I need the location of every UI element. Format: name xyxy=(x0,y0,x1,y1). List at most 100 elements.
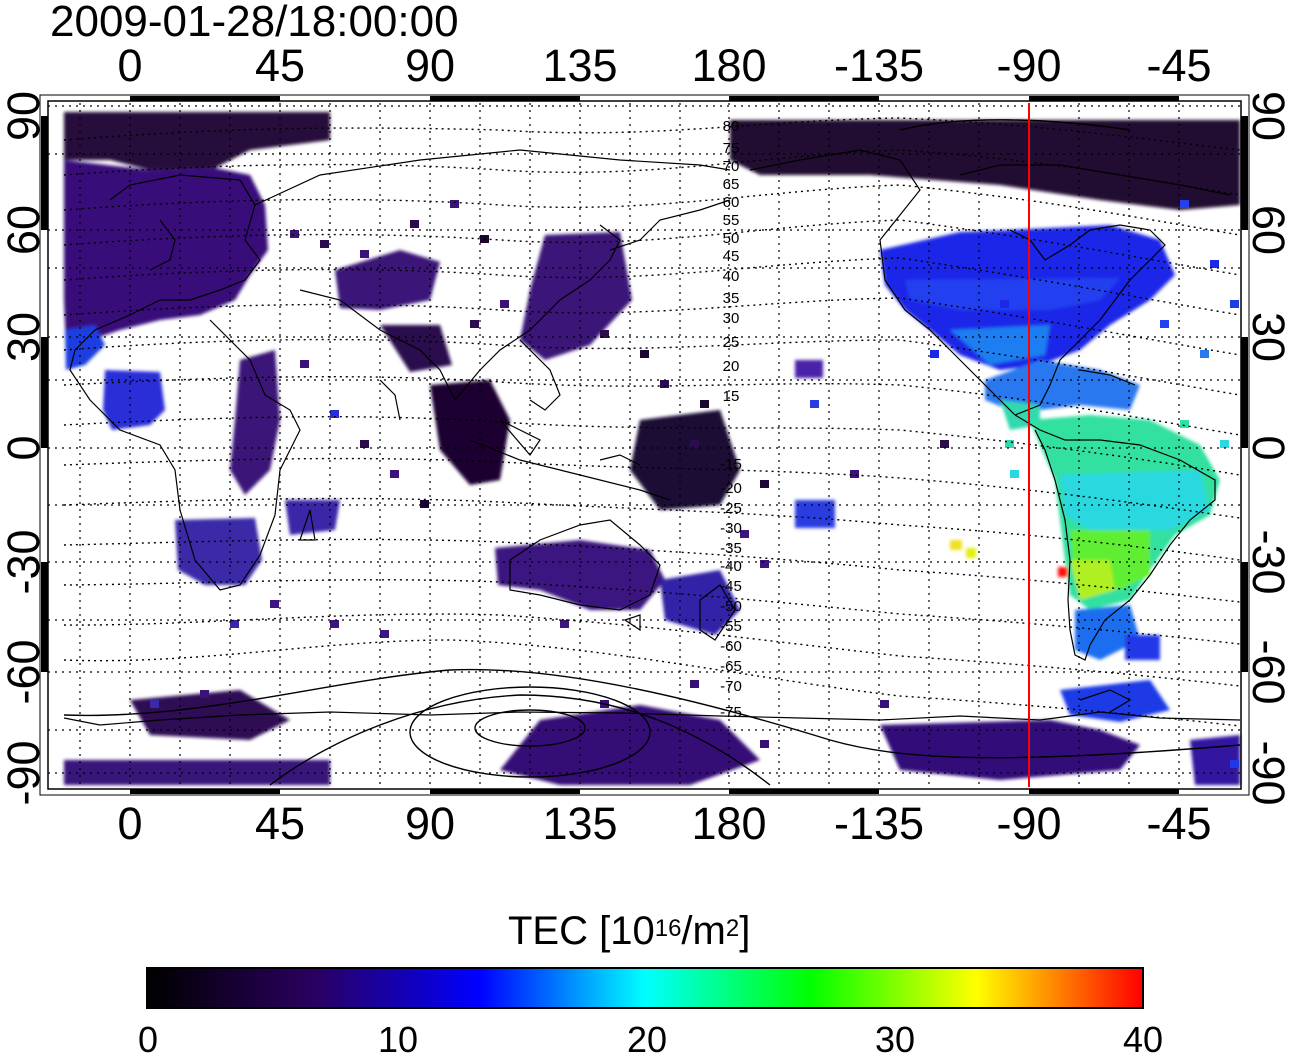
tec-point xyxy=(360,250,369,258)
tec-point xyxy=(660,380,669,388)
tec-point xyxy=(1180,420,1189,428)
contour-label: 60 xyxy=(723,194,740,211)
tec-point xyxy=(450,200,459,208)
tec-point xyxy=(290,230,299,238)
contour-label: -70 xyxy=(720,678,742,695)
lon-tick-bottom: 90 xyxy=(404,798,456,849)
contour-label: 45 xyxy=(723,248,740,265)
tec-point xyxy=(1230,300,1239,308)
tec-point xyxy=(760,480,769,488)
tec-point xyxy=(230,620,239,628)
tec-point xyxy=(1000,300,1009,308)
tec-point xyxy=(1200,350,1209,358)
tec-point xyxy=(700,400,709,408)
tec-point xyxy=(1220,440,1229,448)
contour-label: 75 xyxy=(723,140,740,157)
contour-label: 35 xyxy=(723,290,740,307)
lon-tick-top: -135 xyxy=(833,40,925,91)
colorbar-tick: 20 xyxy=(626,1019,668,1060)
contour-label: -35 xyxy=(720,540,742,557)
tec-point xyxy=(880,700,889,708)
auroral-contours xyxy=(63,119,1241,786)
contour-label: 55 xyxy=(723,212,740,229)
contour-label: 15 xyxy=(723,388,740,405)
tec-point xyxy=(760,560,769,568)
lon-tick-top: 0 xyxy=(117,40,143,91)
tec-point xyxy=(360,440,369,448)
contour-label: -40 xyxy=(720,558,742,575)
tec-point xyxy=(420,500,429,508)
tec-point xyxy=(690,440,699,448)
tec-point xyxy=(560,620,569,628)
contour-label: -55 xyxy=(720,618,742,635)
tec-point xyxy=(690,680,699,688)
tec-point xyxy=(640,350,649,358)
lon-tick-top: -90 xyxy=(996,40,1062,91)
colorbar-title: TEC [1016/m2] xyxy=(508,909,751,953)
tec-point xyxy=(320,240,329,248)
lon-tick-top: 90 xyxy=(404,40,456,91)
lon-tick-top: 45 xyxy=(254,40,306,91)
lon-tick-bottom: 45 xyxy=(254,798,306,849)
contour-label: 50 xyxy=(723,230,740,247)
contour-label: -45 xyxy=(720,578,742,595)
tec-point xyxy=(500,300,509,308)
colorbar-tick: 0 xyxy=(137,1019,159,1060)
tec-point xyxy=(810,400,819,408)
lon-tick-bottom: 135 xyxy=(542,798,618,849)
tec-point xyxy=(740,530,749,538)
colorbar-tick: 10 xyxy=(377,1019,419,1060)
tec-point xyxy=(1230,760,1239,768)
tec-point xyxy=(380,630,389,638)
tec-point xyxy=(270,600,279,608)
tec-point xyxy=(470,320,479,328)
colorbar-tick: 40 xyxy=(1122,1019,1164,1060)
lon-tick-top: 135 xyxy=(542,40,618,91)
tec-point xyxy=(940,440,949,448)
tec-point xyxy=(1010,470,1019,478)
tec-point xyxy=(200,690,209,698)
tec-point xyxy=(1140,690,1149,698)
lon-tick-bottom: 0 xyxy=(117,798,143,849)
tec-point xyxy=(330,410,339,418)
tec-point xyxy=(930,350,939,358)
lon-tick-top: -45 xyxy=(1146,40,1212,91)
magnetic-latitude-contours xyxy=(63,117,1241,727)
tec-point xyxy=(1180,200,1189,208)
tec-point xyxy=(390,470,399,478)
contour-label: 20 xyxy=(723,358,740,375)
coastlines xyxy=(63,149,1241,726)
contour-label: -50 xyxy=(720,598,742,615)
tec-scatter-points xyxy=(150,200,1239,768)
map-timestamp: 2009-01-28/18:00:00 xyxy=(50,0,459,46)
lon-tick-top: 180 xyxy=(691,40,767,91)
contour-label: -20 xyxy=(720,480,742,497)
contour-label: 65 xyxy=(723,176,740,193)
tec-point xyxy=(850,470,859,478)
tec-point xyxy=(1210,260,1219,268)
tec-point xyxy=(1005,440,1014,448)
tec-point xyxy=(760,740,769,748)
tec-point xyxy=(330,620,339,628)
tec-point xyxy=(300,360,309,368)
contour-label: -15 xyxy=(720,456,742,473)
tec-point xyxy=(150,700,159,708)
contour-label: -60 xyxy=(720,638,742,655)
lon-tick-bottom: 180 xyxy=(691,798,767,849)
tec-point xyxy=(1160,320,1169,328)
tec-point xyxy=(410,220,419,228)
contour-label: -65 xyxy=(720,658,742,675)
lon-tick-bottom: -90 xyxy=(996,798,1062,849)
tec-colorbar xyxy=(146,967,1144,1009)
contour-label: -25 xyxy=(720,500,742,517)
contour-label: 80 xyxy=(723,118,740,135)
map-frame xyxy=(39,94,1250,796)
contour-label: 40 xyxy=(723,268,740,285)
colorbar-tick: 30 xyxy=(874,1019,916,1060)
contour-label: -30 xyxy=(720,520,742,537)
contour-label: 25 xyxy=(723,334,740,351)
lon-tick-bottom: -45 xyxy=(1146,798,1212,849)
tec-point xyxy=(600,330,609,338)
contour-label: 70 xyxy=(723,158,740,175)
